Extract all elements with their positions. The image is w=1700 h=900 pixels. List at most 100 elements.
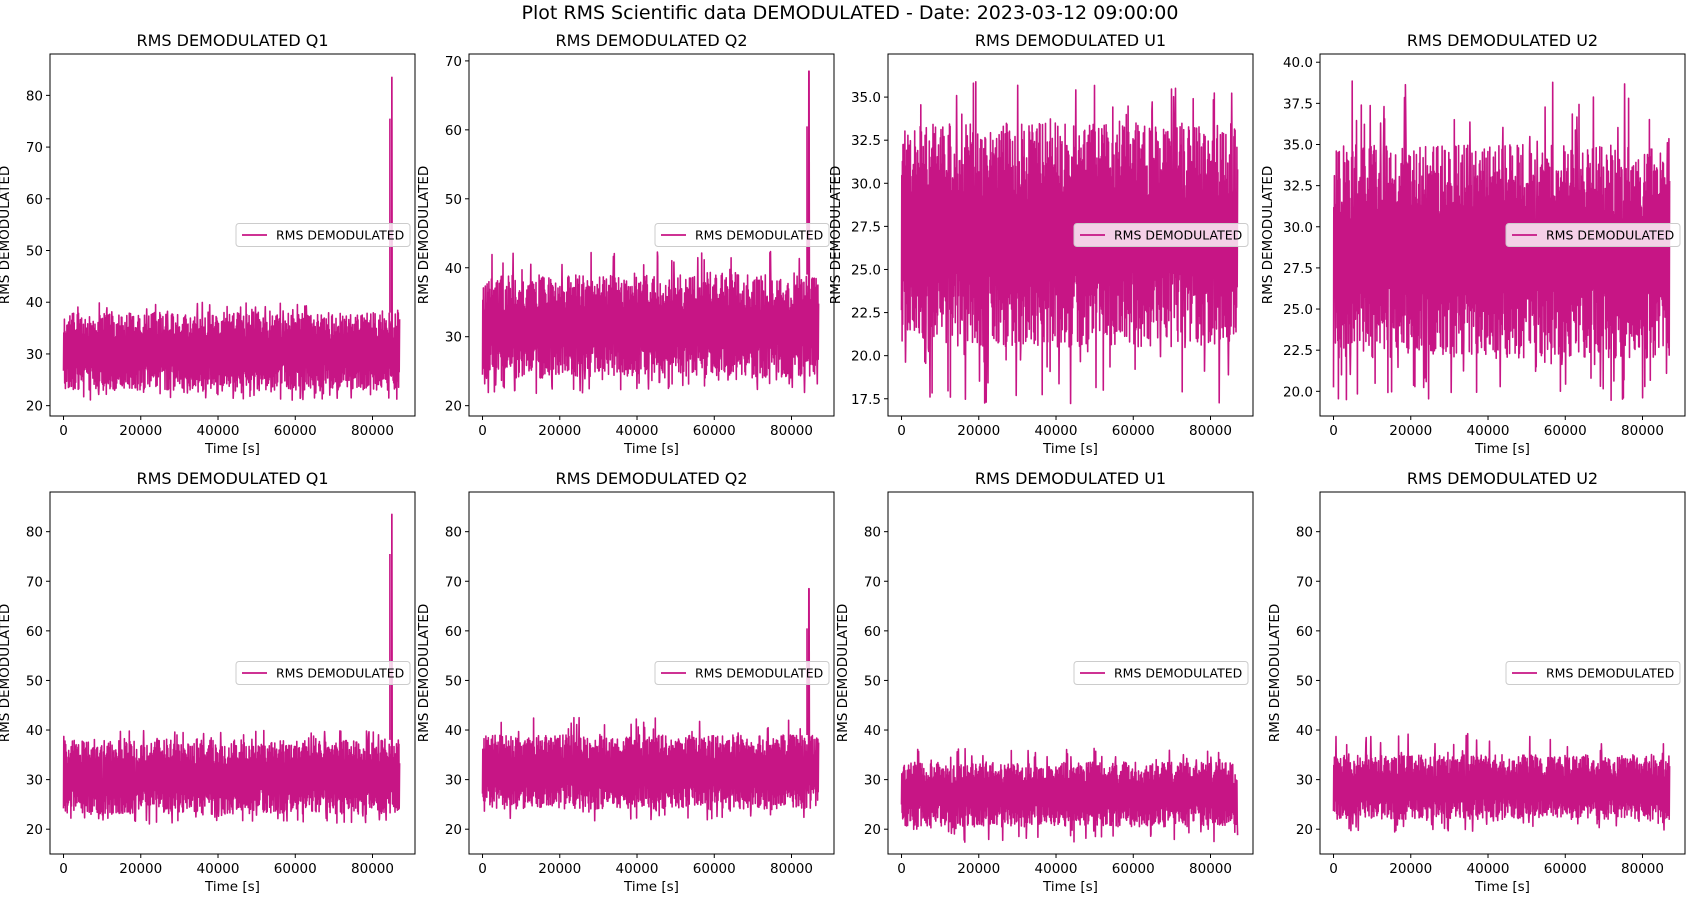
legend-label: RMS DEMODULATED xyxy=(276,228,404,243)
x-tick-label: 20000 xyxy=(957,861,1000,877)
subplot-u2-bottom: RMS DEMODULATED U2 0 20000 40000 60000 80000 2… xyxy=(1267,469,1686,895)
y-tick-label: 32.5 xyxy=(851,133,881,149)
legend: RMS DEMODULATED xyxy=(1073,223,1249,247)
x-tick-label: 20000 xyxy=(119,423,162,439)
legend-box xyxy=(235,661,411,685)
y-tick-label: 60 xyxy=(445,123,462,139)
x-tick-label: 0 xyxy=(59,861,68,877)
x-tick-label: 40000 xyxy=(1467,861,1510,877)
x-axis-label: Time [s] xyxy=(1042,441,1098,457)
y-tick-label: 35.0 xyxy=(1283,138,1313,154)
legend: RMS DEMODULATED xyxy=(1505,223,1681,247)
axes-frame xyxy=(887,491,1254,855)
x-tick-label: 80000 xyxy=(1189,423,1232,439)
y-tick-label: 50 xyxy=(26,244,43,260)
x-tick-label: 40000 xyxy=(616,861,659,877)
y-tick-label: 30 xyxy=(864,773,881,789)
y-tick-label: 80 xyxy=(26,525,43,541)
y-axis-label: RMS DEMODULATED xyxy=(828,166,844,305)
legend: RMS DEMODULATED xyxy=(1505,661,1681,685)
y-tick-label: 22.5 xyxy=(1283,343,1313,359)
x-axis-label: Time [s] xyxy=(204,441,260,457)
y-tick-label: 70 xyxy=(445,54,462,70)
y-tick-label: 30 xyxy=(445,773,462,789)
axes-frame xyxy=(1319,491,1686,855)
x-tick-label: 40000 xyxy=(1467,423,1510,439)
y-tick-label: 50 xyxy=(1296,673,1313,689)
x-tick-label: 80000 xyxy=(1621,423,1664,439)
y-tick-label: 40 xyxy=(864,723,881,739)
x-tick-label: 60000 xyxy=(1544,423,1587,439)
x-tick-label: 60000 xyxy=(1112,423,1155,439)
x-tick-label: 60000 xyxy=(274,861,317,877)
x-tick-label: 40000 xyxy=(1035,861,1078,877)
y-tick-label: 20 xyxy=(445,399,462,415)
y-tick-label: 40 xyxy=(26,723,43,739)
x-tick-label: 20000 xyxy=(1389,861,1432,877)
y-tick-label: 30 xyxy=(26,347,43,363)
subplot-title: RMS DEMODULATED Q2 xyxy=(555,31,747,50)
subplot-q2-bottom: RMS DEMODULATED Q2 0 20000 40000 60000 80000 2… xyxy=(416,469,835,895)
y-tick-label: 20 xyxy=(26,399,43,415)
x-tick-label: 0 xyxy=(59,423,68,439)
data-line xyxy=(900,747,1239,843)
y-axis-label: RMS DEMODULATED xyxy=(1267,604,1283,743)
x-axis-label: Time [s] xyxy=(623,879,679,895)
data-line xyxy=(900,81,1239,405)
y-tick-label: 35.0 xyxy=(851,90,881,106)
x-tick-label: 80000 xyxy=(770,861,813,877)
y-tick-label: 70 xyxy=(26,574,43,590)
y-tick-label: 20.0 xyxy=(1283,384,1313,400)
x-tick-label: 80000 xyxy=(351,861,394,877)
y-tick-label: 50 xyxy=(445,673,462,689)
x-axis-label: Time [s] xyxy=(623,441,679,457)
subplot-title: RMS DEMODULATED Q2 xyxy=(555,469,747,488)
y-tick-label: 17.5 xyxy=(851,392,881,408)
legend-label: RMS DEMODULATED xyxy=(1114,228,1242,243)
x-tick-label: 20000 xyxy=(1389,423,1432,439)
y-tick-label: 50 xyxy=(864,673,881,689)
x-tick-label: 0 xyxy=(478,423,487,439)
x-tick-label: 60000 xyxy=(1544,861,1587,877)
y-tick-label: 70 xyxy=(864,574,881,590)
data-line xyxy=(62,76,401,401)
y-tick-label: 40 xyxy=(445,261,462,277)
y-axis-label: RMS DEMODULATED xyxy=(416,166,432,305)
x-tick-label: 60000 xyxy=(274,423,317,439)
y-tick-label: 20 xyxy=(445,822,462,838)
axes-frame xyxy=(468,491,835,855)
y-tick-label: 60 xyxy=(1296,624,1313,640)
y-tick-label: 25.0 xyxy=(1283,302,1313,318)
y-axis-label: RMS DEMODULATED xyxy=(416,604,432,743)
y-tick-label: 27.5 xyxy=(1283,261,1313,277)
x-tick-label: 40000 xyxy=(1035,423,1078,439)
y-tick-label: 50 xyxy=(445,192,462,208)
subplot-title: RMS DEMODULATED Q1 xyxy=(136,469,328,488)
y-tick-label: 50 xyxy=(26,673,43,689)
y-axis-label: RMS DEMODULATED xyxy=(0,604,13,743)
y-tick-label: 32.5 xyxy=(1283,179,1313,195)
subplots-grid: RMS DEMODULATED Q1 0 20000 40000 60000 80000 2… xyxy=(0,31,1686,895)
y-tick-label: 30.0 xyxy=(851,176,881,192)
subplot-title: RMS DEMODULATED U2 xyxy=(1407,31,1598,50)
y-tick-label: 27.5 xyxy=(851,219,881,235)
y-tick-label: 80 xyxy=(445,525,462,541)
legend: RMS DEMODULATED xyxy=(654,661,830,685)
x-tick-label: 60000 xyxy=(693,861,736,877)
y-tick-label: 60 xyxy=(445,624,462,640)
x-axis-label: Time [s] xyxy=(1474,879,1530,895)
y-tick-label: 20.0 xyxy=(851,349,881,365)
y-tick-label: 30.0 xyxy=(1283,220,1313,236)
x-tick-label: 60000 xyxy=(1112,861,1155,877)
y-tick-label: 60 xyxy=(864,624,881,640)
y-tick-label: 22.5 xyxy=(851,306,881,322)
subplot-q2-top: RMS DEMODULATED Q2 0 20000 40000 60000 80000 2… xyxy=(416,31,835,457)
subplot-u1-top: RMS DEMODULATED U1 0 20000 40000 60000 80000 1… xyxy=(828,31,1254,457)
x-tick-label: 60000 xyxy=(693,423,736,439)
y-tick-label: 37.5 xyxy=(1283,96,1313,112)
y-tick-label: 60 xyxy=(26,624,43,640)
x-axis-label: Time [s] xyxy=(1474,441,1530,457)
x-axis-label: Time [s] xyxy=(1042,879,1098,895)
data-line xyxy=(481,587,820,822)
